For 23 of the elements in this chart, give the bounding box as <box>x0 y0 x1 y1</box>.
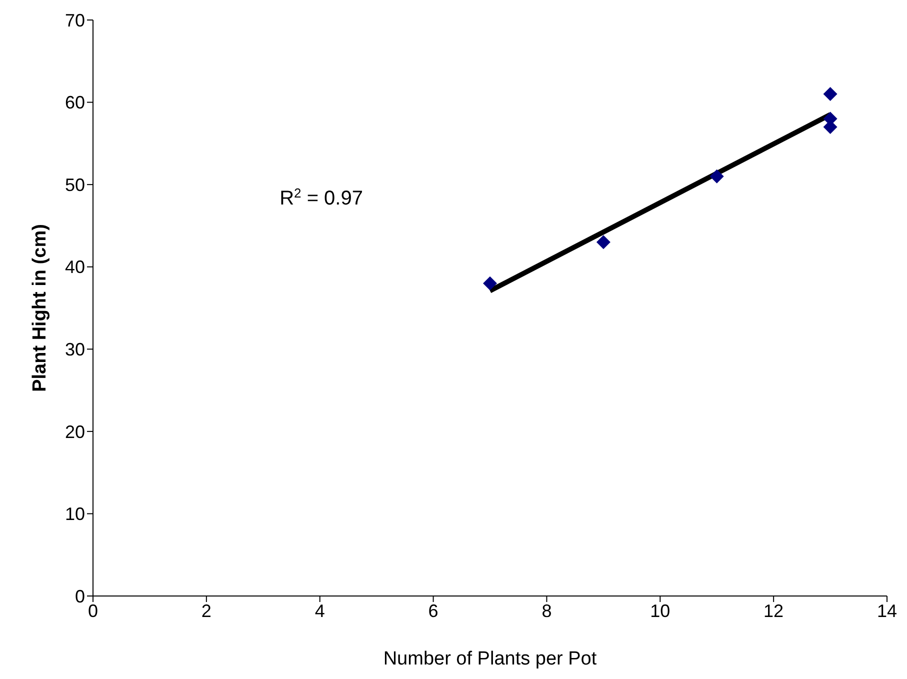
x-tick-label: 6 <box>428 600 438 621</box>
y-tick-label: 60 <box>64 92 85 113</box>
annotation: R$^{2}$ = 0.97 <box>280 184 363 210</box>
y-axis-title: Plant Hight in (cm) <box>30 224 51 392</box>
x-tick-label: 4 <box>314 600 325 621</box>
point <box>483 276 497 290</box>
y-tick-label: 0 <box>74 586 85 606</box>
x-tick-label: 8 <box>542 600 552 621</box>
x-tick-label: 10 <box>650 600 670 621</box>
y-tick-label: 40 <box>64 257 85 278</box>
point <box>823 87 838 102</box>
y-tick-label: 50 <box>64 174 85 195</box>
y-tick-label: 30 <box>64 340 85 360</box>
point <box>596 235 610 250</box>
x-tick-label: 14 <box>876 600 898 621</box>
y-tick-label: 70 <box>64 10 85 30</box>
y-tick-label: 20 <box>64 422 85 442</box>
x-axis-title: Number of Plants per Pot <box>383 648 598 670</box>
x-tick-label: 12 <box>764 600 784 621</box>
x-tick-label: 2 <box>201 600 212 621</box>
y-tick-label: 10 <box>64 504 85 524</box>
x-tick-label: 0 <box>88 600 98 621</box>
point <box>710 169 724 184</box>
